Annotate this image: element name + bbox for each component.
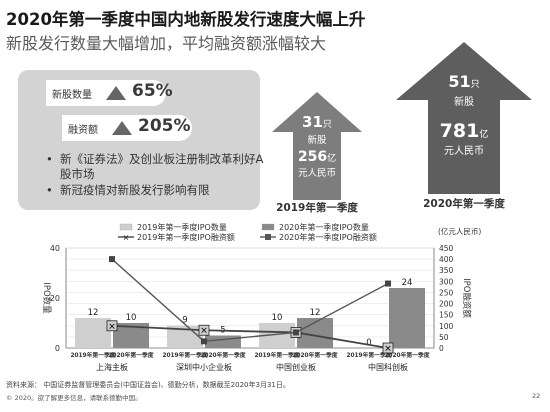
stat-financing: 融资额 205% <box>62 115 192 141</box>
legend-swatch <box>261 223 275 231</box>
legend-swatch <box>119 223 133 231</box>
ipo-count-2019: 31 <box>302 113 323 131</box>
bar-2019 <box>75 318 111 348</box>
stat-new-shares: 新股数量 65% <box>46 80 173 106</box>
line-marker-cross: ✕ <box>384 345 392 355</box>
legend-label: 2019年第一季度IPO融资额 <box>137 232 235 242</box>
page-number: 22 <box>532 392 541 400</box>
bullet-item: 新冠疫情对新股发行影响有限 <box>46 183 266 198</box>
line-marker <box>198 324 210 336</box>
ipo-amount-2019: 256 <box>297 149 328 165</box>
copyright-note: © 2020。欲了解更多信息，请联系德勤中国。 <box>6 394 142 402</box>
up-arrow-icon <box>396 42 532 194</box>
line-marker <box>382 342 394 354</box>
bar-value-label: 10 <box>272 313 283 323</box>
ipo-amount-2020: 781 <box>439 120 480 142</box>
y-left-tick-label: 40 <box>50 244 60 253</box>
line-2019-amount <box>111 324 389 349</box>
line-marker <box>106 320 118 332</box>
line-marker-cross: ✕ <box>200 327 208 337</box>
bar-2020 <box>205 335 241 348</box>
stat-label: 新股数量 <box>52 90 92 101</box>
line-2020-amount <box>111 258 389 343</box>
arrow-2019-text: 31只 新股 256亿 元人民币 <box>297 113 337 179</box>
increase-icon <box>112 121 132 135</box>
line-marker <box>201 338 207 345</box>
y-right-tick-label: 450 <box>439 244 454 253</box>
summary-bullets: 新《证券法》及创业板注册制改革利好A股市场 新冠疫情对新股发行影响有限 <box>46 152 266 199</box>
bar-sub-label: 2020年第一季度 <box>292 351 337 359</box>
line-marker <box>109 256 115 263</box>
source-note: 资料来源： 中国证券监督管理委员会(中国证监会)、德勤分析，数据截至2020年3… <box>6 381 290 389</box>
page-subtitle: 新股发行数量大幅增加，平均融资额涨幅较大 <box>6 34 327 53</box>
bar-value-label: 24 <box>402 278 413 288</box>
arrow-2020 <box>396 42 532 194</box>
bar-2020 <box>389 288 425 348</box>
y-right-tick-label: 100 <box>439 322 454 331</box>
legend-label: 2020年第一季度IPO数量 <box>279 222 369 232</box>
legend-marker: ✕ <box>123 234 130 243</box>
y-right-tick-label: 150 <box>439 311 454 320</box>
bar-sub-label: 2019年第一季度 <box>162 351 207 359</box>
legend-label: 2020年第一季度IPO融资额 <box>279 232 377 242</box>
line-marker-cross: ✕ <box>108 322 116 332</box>
arrow-2019-caption: 2019年第一季度 <box>276 202 358 214</box>
increase-icon <box>106 86 126 100</box>
y-right-tick-label: 350 <box>439 266 454 275</box>
arrow-2019 <box>272 92 362 200</box>
bar-value-label: 12 <box>310 308 321 318</box>
y-left-tick-label: 0 <box>55 344 60 353</box>
unit-note: (亿元人民币) <box>438 226 481 236</box>
bar-sub-label: 2019年第一季度 <box>346 351 391 359</box>
category-label: 中国创业板 <box>276 362 316 372</box>
bar-value-label: 10 <box>126 313 137 323</box>
bar-sub-label: 2020年第一季度 <box>108 351 153 359</box>
bar-value-label: 0 <box>366 338 371 348</box>
category-label: 深圳中小企业板 <box>176 362 232 372</box>
stat-value: 205% <box>138 116 191 136</box>
ipo-count-2020: 51 <box>448 72 471 91</box>
y-left-tick-label: 20 <box>50 294 60 303</box>
bar-sub-label: 2019年第一季度 <box>70 351 115 359</box>
bar-value-label: 12 <box>88 308 99 318</box>
up-arrow-icon <box>272 92 362 200</box>
category-label: 上海主板 <box>96 362 128 372</box>
y-right-tick-label: 250 <box>439 288 454 297</box>
category-label: 中国科创板 <box>368 362 408 372</box>
stat-value: 65% <box>132 81 173 101</box>
line-marker <box>385 280 391 287</box>
arrow-2020-text: 51只 新股 781亿 元人民币 <box>439 72 489 157</box>
y-right-tick-label: 50 <box>439 333 449 342</box>
line-marker <box>293 329 299 336</box>
legend-marker <box>265 234 271 240</box>
bar-sub-label: 2020年第一季度 <box>384 351 429 359</box>
y-right-tick-label: 200 <box>439 300 454 309</box>
arrow-2020-caption: 2020年第一季度 <box>423 198 505 210</box>
bar-sub-label: 2019年第一季度 <box>254 351 299 359</box>
y-right-tick-label: 300 <box>439 277 454 286</box>
bar-sub-label: 2020年第一季度 <box>200 351 245 359</box>
legend-label: 2019年第一季度IPO数量 <box>137 222 227 232</box>
bar-2019 <box>167 325 203 348</box>
y-right-axis-title: IPO融资额 <box>461 278 472 318</box>
bullet-item: 新《证券法》及创业板注册制改革利好A股市场 <box>46 152 266 182</box>
y-right-tick-label: 400 <box>439 255 454 264</box>
stat-label: 融资额 <box>68 125 98 136</box>
y-left-axis-title: IPO数量 <box>41 282 52 314</box>
bar-value-label: 9 <box>182 316 187 326</box>
y-right-tick-label: 0 <box>439 344 444 353</box>
page-title: 2020年第一季度中国内地新股发行速度大幅上升 <box>6 10 366 29</box>
